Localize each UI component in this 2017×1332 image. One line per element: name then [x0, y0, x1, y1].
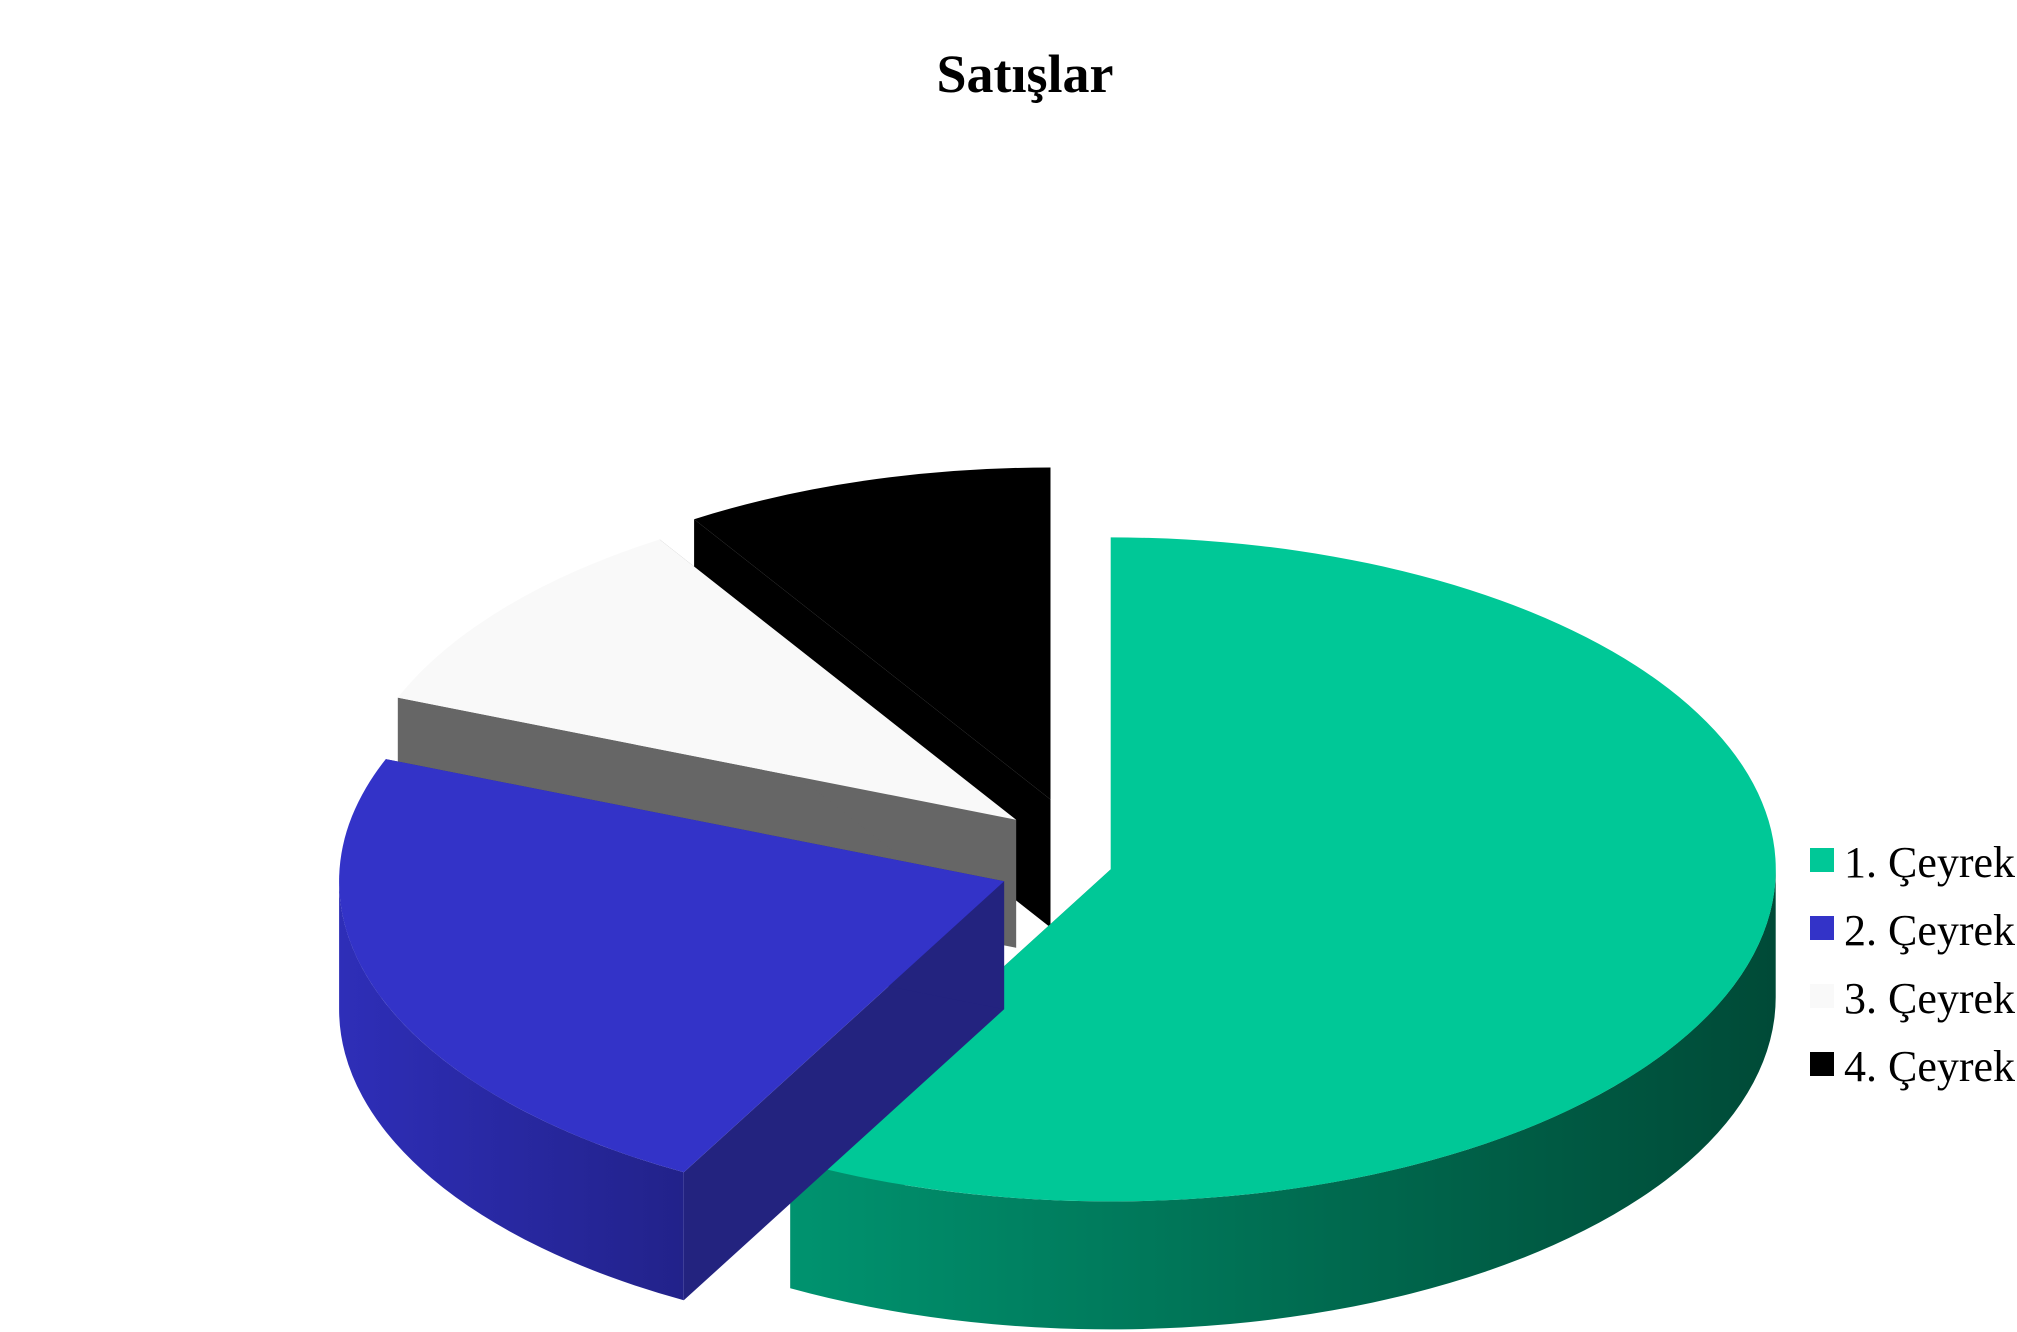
- pie-slice-group-q1: [790, 537, 1776, 1330]
- slices-layer: [339, 467, 1776, 1330]
- legend-swatch-q1: [1810, 848, 1834, 872]
- legend-swatch-q4: [1810, 1052, 1834, 1076]
- legend-label-q3: 3. Çeyrek: [1844, 974, 2015, 1023]
- pie-slice-edge-q1: [790, 869, 1776, 1330]
- legend-swatch-q2: [1810, 916, 1834, 940]
- legend-label-q2: 2. Çeyrek: [1844, 906, 2015, 955]
- pie-slice-q2: [339, 759, 1005, 1173]
- legend-label-q1: 1. Çeyrek: [1844, 838, 2015, 887]
- pie-slice-edge-q2: [339, 881, 684, 1301]
- chart-title: Satışlar: [936, 44, 1113, 104]
- pie-slice-q1: [790, 537, 1776, 1202]
- legend: 1. Çeyrek 2. Çeyrek 3. Çeyrek 4. Çeyrek: [1810, 838, 2015, 1091]
- legend-swatch-q3: [1810, 984, 1834, 1008]
- pie-slice-q4: [694, 467, 1051, 800]
- legend-label-q4: 4. Çeyrek: [1844, 1042, 2015, 1091]
- pie-slice-group-q2: [339, 759, 1005, 1301]
- pie-slice-q3: [397, 539, 1017, 820]
